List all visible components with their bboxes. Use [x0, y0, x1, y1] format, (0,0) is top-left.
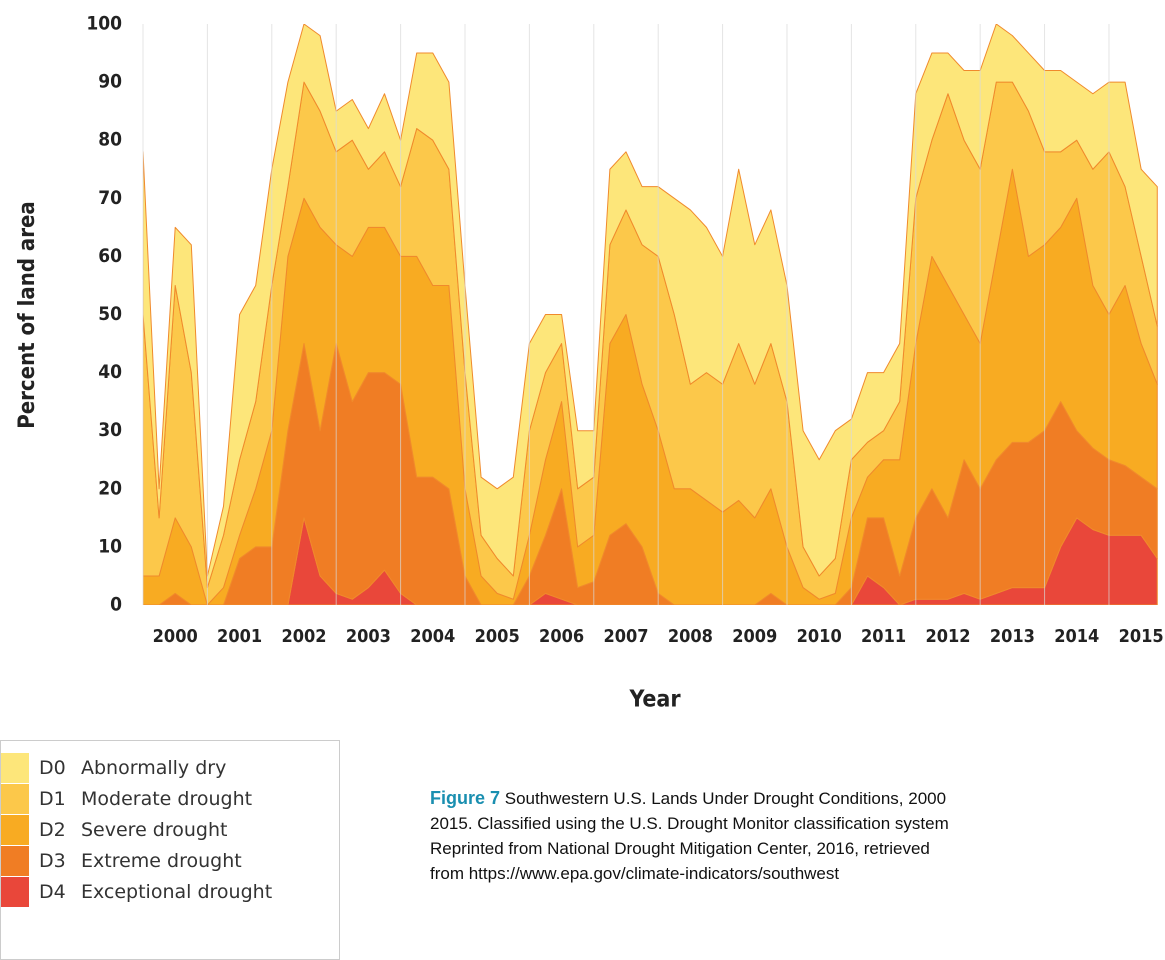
x-tick-label: 2006	[539, 626, 584, 647]
y-tick-label: 50	[98, 303, 122, 325]
legend-item: D1 Moderate drought	[1, 784, 252, 814]
x-axis-label: Year	[628, 687, 681, 713]
legend-item: D4 Exceptional drought	[1, 877, 272, 907]
x-tick-label: 2008	[668, 626, 713, 647]
y-tick-label: 80	[98, 129, 122, 151]
legend-label: Extreme drought	[81, 850, 242, 872]
legend-swatch	[1, 784, 29, 814]
y-tick-label: 10	[98, 535, 122, 557]
caption-line: 2015. Classified using the U.S. Drought …	[430, 814, 949, 833]
legend-item: D0 Abnormally dry	[1, 753, 226, 783]
legend-item: D2 Severe drought	[1, 815, 227, 845]
x-tick-label: 2001	[217, 626, 262, 647]
y-tick-label: 70	[98, 187, 122, 209]
y-tick-label: 0	[110, 594, 122, 616]
legend-code: D2	[39, 819, 66, 841]
legend-label: Exceptional drought	[81, 881, 273, 903]
x-tick-label: 2003	[346, 626, 391, 647]
legend-swatch	[1, 846, 29, 876]
x-tick-label: 2009	[732, 626, 777, 647]
caption-line: Reprinted from National Drought Mitigati…	[430, 839, 930, 858]
caption-text: Southwestern U.S. Lands Under Drought Co…	[500, 789, 947, 808]
area	[143, 343, 1158, 605]
y-tick-label: 90	[98, 71, 122, 93]
x-tick-label: 2013	[990, 626, 1035, 647]
legend-swatch	[1, 753, 29, 783]
x-tick-label: 2000	[153, 626, 198, 647]
legend-item: D3 Extreme drought	[1, 846, 242, 876]
area	[143, 517, 1158, 605]
y-tick-label: 100	[86, 13, 122, 35]
caption: Figure 7 Southwestern U.S. Lands Under D…	[430, 786, 1165, 886]
x-tick-label: 2011	[861, 626, 906, 647]
legend-code: D4	[39, 881, 66, 903]
legend-swatch	[1, 815, 29, 845]
legend-label: Severe drought	[81, 819, 228, 841]
x-tick-label: 2014	[1054, 626, 1099, 647]
y-tick-label: 60	[98, 245, 122, 267]
legend-label: Abnormally dry	[81, 757, 227, 779]
area	[143, 24, 1158, 589]
legend: D0 Abnormally dry D1 Moderate drought D2 Seve…	[0, 740, 340, 960]
legend-code: D1	[39, 788, 66, 810]
x-tick-label: 2005	[475, 626, 520, 647]
legend-swatch	[1, 877, 29, 907]
x-tick-label: 2004	[410, 626, 455, 647]
legend-code: D3	[39, 850, 66, 872]
x-tick-label: 2002	[281, 626, 326, 647]
x-tick-label: 2015	[1119, 626, 1164, 647]
caption-line: Figure 7 Southwestern U.S. Lands Under D…	[430, 786, 1165, 811]
chart: Percent of land area Year 0 10 20 30 40 50 60 7…	[15, 13, 1164, 713]
legend-code: D0	[39, 757, 66, 779]
x-tick-label: 2007	[603, 626, 648, 647]
y-axis-label: Percent of land area	[15, 201, 40, 429]
y-tick-label: 30	[98, 419, 122, 441]
y-tick-label: 20	[98, 477, 122, 499]
legend-label: Moderate drought	[81, 788, 253, 810]
caption-line: from https://www.epa.gov/climate-indicat…	[430, 864, 840, 883]
x-tick-label: 2012	[925, 626, 970, 647]
figure-label: Figure 7	[430, 788, 501, 808]
x-tick-label: 2010	[797, 626, 842, 647]
y-tick-label: 40	[98, 361, 122, 383]
